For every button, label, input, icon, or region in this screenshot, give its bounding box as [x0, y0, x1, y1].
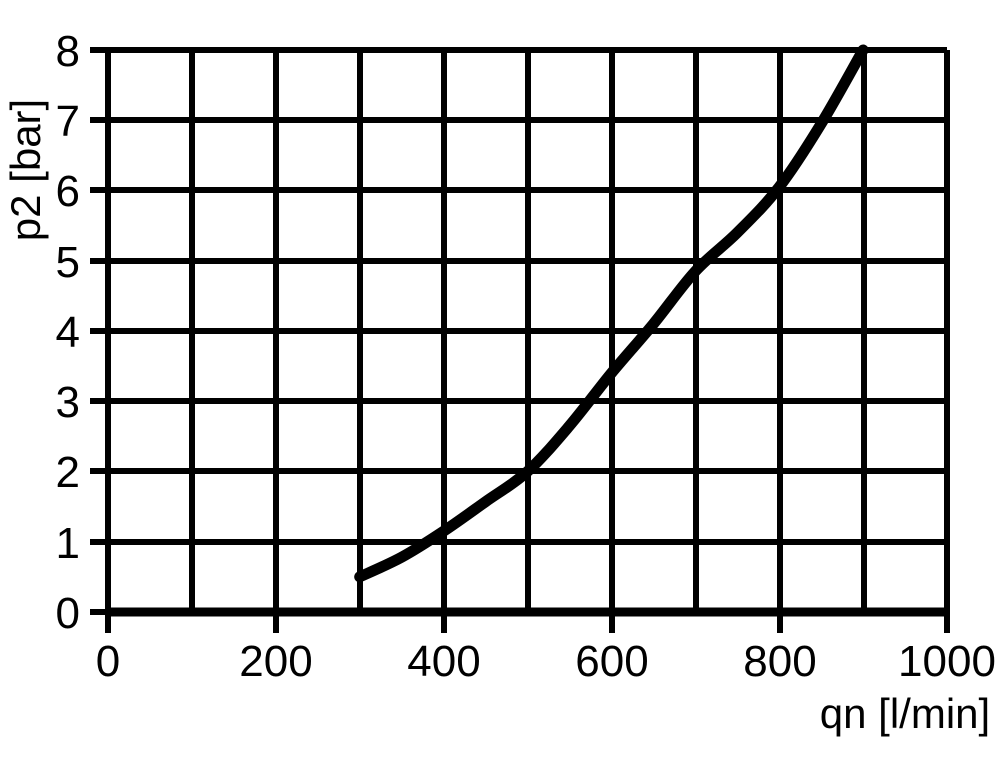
x-tick-label-200: 200 — [239, 637, 312, 686]
y-tick-label-5: 5 — [56, 238, 80, 287]
y-tick-label-8: 8 — [56, 27, 80, 76]
y-axis-title: p2 [bar] — [2, 99, 49, 241]
x-tick-label-400: 400 — [407, 637, 480, 686]
y-tick-label-0: 0 — [56, 589, 80, 638]
y-tick-label-7: 7 — [56, 97, 80, 146]
flow-curve — [354, 44, 869, 583]
y-tick-label-4: 4 — [56, 308, 80, 357]
x-tick-label-0: 0 — [96, 637, 120, 686]
x-tick-label-800: 800 — [743, 637, 816, 686]
x-tick-label-600: 600 — [575, 637, 648, 686]
y-tick-label-1: 1 — [56, 519, 80, 568]
y-tick-label-6: 6 — [56, 167, 80, 216]
x-axis-title: qn [l/min] — [820, 690, 990, 737]
x-tick-label-1000: 1000 — [898, 637, 996, 686]
y-tick-label-2: 2 — [56, 448, 80, 497]
y-tick-label-3: 3 — [56, 378, 80, 427]
